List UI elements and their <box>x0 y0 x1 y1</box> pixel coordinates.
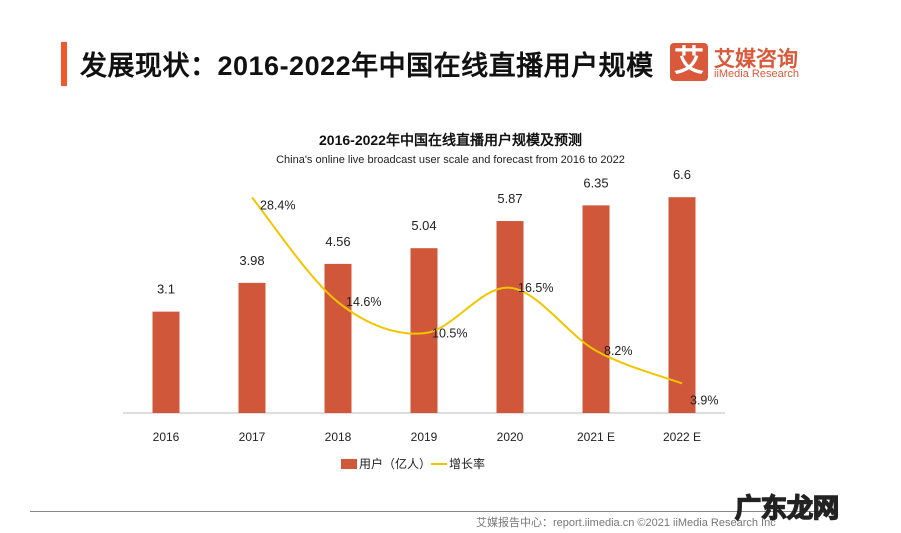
watermark: 广东龙网 <box>734 492 840 524</box>
chart-title: 2016-2022年中国在线直播用户规模及预测 <box>319 132 582 148</box>
footer-source: 艾媒报告中心：report.iimedia.cn ©2021 iiMedia R… <box>476 517 776 529</box>
page-title: 发展现状：2016-2022年中国在线直播用户规模 <box>80 51 654 81</box>
growth-value-label: 28.4% <box>260 198 295 212</box>
x-tick-label: 2020 <box>497 430 524 444</box>
logo-mark: 艾 <box>670 43 708 81</box>
bar-value-label: 6.35 <box>583 175 608 190</box>
growth-value-label: 14.6% <box>346 295 381 309</box>
bar-value-label: 5.04 <box>411 218 436 233</box>
title-accent-bar <box>61 42 67 86</box>
bar <box>152 311 180 413</box>
x-tick-label: 2018 <box>325 430 352 444</box>
bar-value-label: 4.56 <box>325 234 350 249</box>
growth-value-label: 3.9% <box>690 393 719 407</box>
x-tick-label: 2022 E <box>663 430 701 444</box>
bar <box>668 197 696 413</box>
x-tick-label: 2016 <box>153 430 180 444</box>
bar <box>238 282 266 413</box>
growth-value-label: 8.2% <box>604 344 633 358</box>
x-tick-label: 2021 E <box>577 430 615 444</box>
growth-value-label: 10.5% <box>432 326 467 340</box>
legend-bar-label: 用户（亿人） <box>359 456 431 471</box>
logo-en: iiMedia Research <box>714 68 799 80</box>
bar <box>496 221 524 413</box>
bar <box>582 205 610 413</box>
legend-line-label: 增长率 <box>449 456 485 471</box>
logo-cn: 艾媒咨询 <box>714 48 798 71</box>
bar-value-label: 3.1 <box>157 282 175 297</box>
growth-line <box>251 196 683 385</box>
chart-subtitle: China's online live broadcast user scale… <box>276 154 625 166</box>
growth-value-label: 16.5% <box>518 281 553 295</box>
x-tick-label: 2019 <box>411 430 438 444</box>
bar <box>324 263 352 413</box>
bar-value-label: 3.98 <box>239 253 264 268</box>
legend-bar-swatch <box>341 459 357 469</box>
x-tick-label: 2017 <box>239 430 266 444</box>
footer-divider <box>30 511 830 512</box>
bar-value-label: 6.6 <box>673 167 691 182</box>
bar-value-label: 5.87 <box>497 191 522 206</box>
